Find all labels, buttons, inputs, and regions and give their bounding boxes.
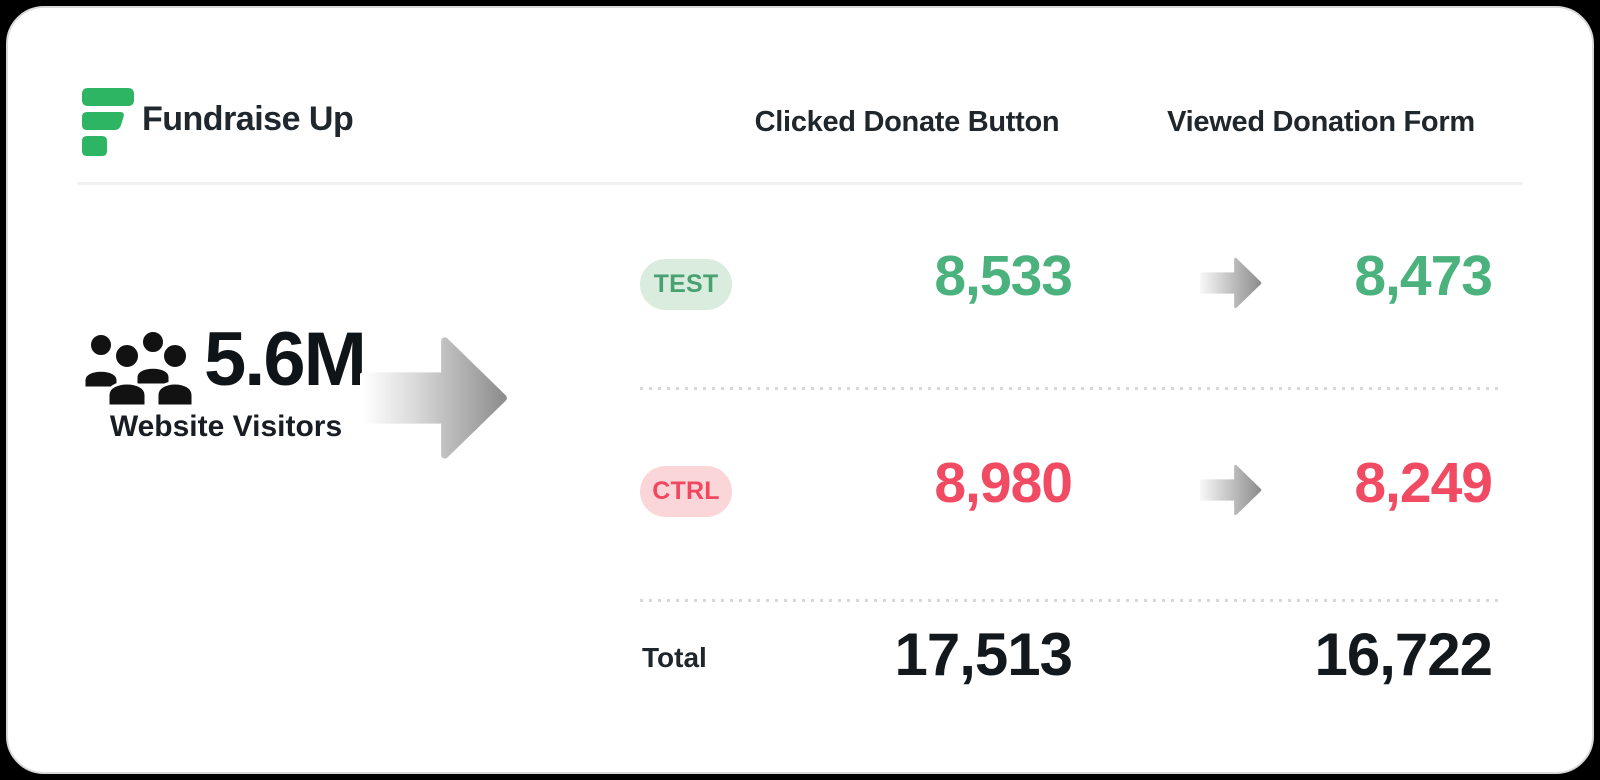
total-viewed-value: 16,722 [1314, 621, 1493, 688]
ctrl-clicked-value: 8,980 [934, 451, 1073, 515]
control-variant-badge: CTRL [640, 466, 732, 517]
test-variant-badge: TEST [640, 259, 732, 310]
row-divider-dotted [640, 599, 1502, 602]
ctrl-flow-arrow-icon [1200, 464, 1262, 516]
brand-name: Fundraise Up [142, 100, 354, 138]
website-visitors-group-icon [82, 329, 194, 408]
header-divider [77, 182, 1523, 185]
test-flow-arrow-icon [1200, 257, 1262, 309]
total-clicked-value: 17,513 [894, 621, 1073, 688]
infographic-card: Fundraise Up Clicked Donate Button Viewe… [6, 6, 1594, 774]
column-header-viewed-donation-form: Viewed Donation Form [1167, 106, 1475, 138]
website-visitors-count: 5.6M [204, 317, 367, 402]
row-divider-dotted [640, 387, 1502, 390]
test-clicked-value: 8,533 [934, 244, 1073, 308]
test-viewed-value: 8,473 [1354, 244, 1493, 308]
column-header-clicked-donate-button: Clicked Donate Button [754, 106, 1060, 138]
fundraise-up-logo-icon [82, 88, 134, 156]
total-label: Total [642, 642, 707, 673]
ctrl-viewed-value: 8,249 [1354, 451, 1493, 515]
website-visitors-label: Website Visitors [109, 410, 343, 443]
big-right-arrow-icon [360, 337, 507, 459]
